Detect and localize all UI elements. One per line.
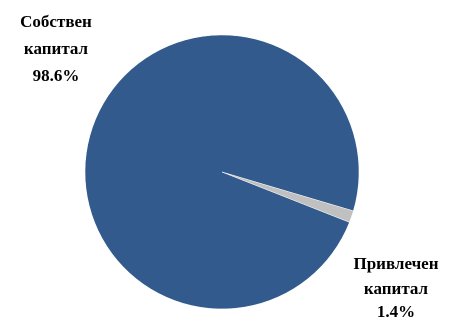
label-privlechen-kapital: Привлечен капитал 1.4% <box>353 254 438 320</box>
label-sobstven-line-2: капитал <box>24 39 89 58</box>
label-privlechen-value: 1.4% <box>377 302 415 320</box>
label-sobstven-value: 98.6% <box>33 66 80 85</box>
label-privlechen-line-1: Привлечен <box>353 254 438 273</box>
label-sobstven-kapital: Собствен капитал 98.6% <box>20 12 92 85</box>
slice-privlechen-kapital <box>221 171 354 223</box>
pie-slices <box>84 34 360 310</box>
label-sobstven-line-1: Собствен <box>20 12 92 31</box>
label-privlechen-line-2: капитал <box>364 279 429 298</box>
